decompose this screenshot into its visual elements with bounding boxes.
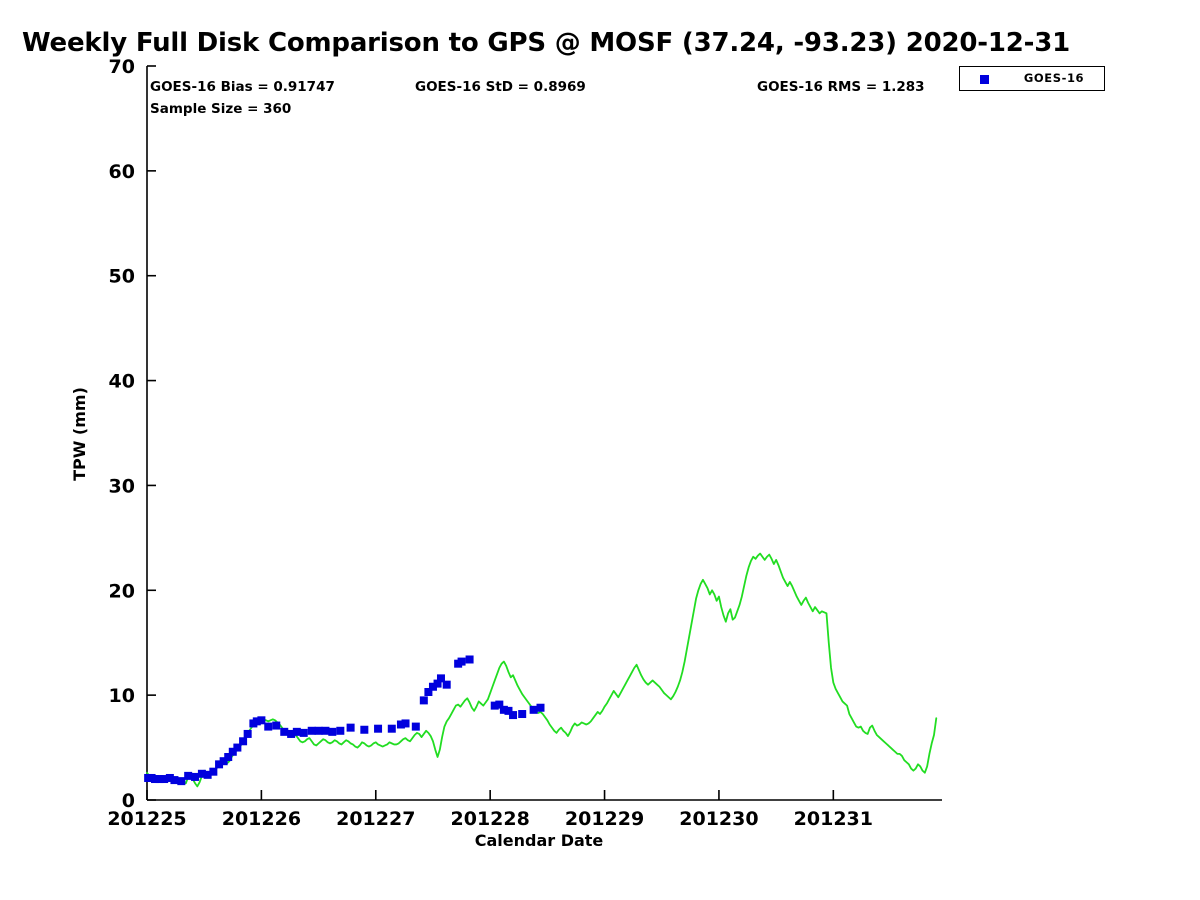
data-point-marker <box>504 706 513 715</box>
data-point-marker <box>433 679 442 688</box>
data-point-marker <box>155 775 164 784</box>
gps-line-path <box>146 552 938 788</box>
legend: GOES-16 <box>959 66 1105 91</box>
data-point-marker <box>499 705 508 714</box>
x-tick-label: 201228 <box>451 808 530 830</box>
data-point-marker <box>336 726 345 735</box>
data-point-marker <box>252 717 261 726</box>
data-point-marker <box>424 688 433 696</box>
data-point-marker <box>184 771 193 780</box>
data-point-marker <box>411 722 420 731</box>
data-point-marker <box>321 726 330 735</box>
legend-label-goes16: GOES-16 <box>1023 71 1085 85</box>
x-tick-label: 201231 <box>794 808 873 830</box>
stat-sample-size: Sample Size = 360 <box>150 101 292 117</box>
data-point-marker <box>307 726 316 735</box>
y-axis-title: TPW (mm) <box>70 387 89 481</box>
data-point-marker <box>495 700 504 709</box>
y-tick-label: 40 <box>109 371 135 393</box>
page-title: Weekly Full Disk Comparison to GPS @ MOS… <box>22 28 1071 58</box>
data-point-marker <box>228 747 237 756</box>
data-point-marker <box>490 701 499 710</box>
data-point-marker <box>243 729 252 738</box>
y-tick-label: 70 <box>109 56 135 78</box>
data-point-marker <box>518 710 527 719</box>
legend-marker-goes16-icon <box>980 75 989 84</box>
data-point-marker <box>215 760 224 769</box>
data-point-marker <box>509 711 518 720</box>
data-point-marker <box>160 775 169 784</box>
x-axis: 201225 201226 201227 201228 201229 201230 2012… <box>107 790 942 830</box>
data-point-marker <box>224 753 233 762</box>
data-point-marker <box>203 770 212 779</box>
y-tick-label: 50 <box>109 266 135 288</box>
data-point-marker <box>272 721 281 730</box>
y-tick-label: 60 <box>109 161 135 183</box>
data-point-marker <box>177 777 186 786</box>
data-point-marker <box>428 682 437 691</box>
data-point-marker <box>170 776 179 785</box>
data-point-marker <box>165 773 174 782</box>
data-point-marker <box>442 680 451 689</box>
y-tick-label: 30 <box>109 475 135 497</box>
data-point-marker <box>233 743 242 752</box>
x-axis-title: Calendar Date <box>475 831 604 850</box>
data-point-marker <box>264 722 273 731</box>
data-point-marker <box>536 703 545 712</box>
data-point-marker <box>209 767 218 776</box>
data-point-marker <box>239 737 248 746</box>
y-tick-label: 20 <box>109 580 135 602</box>
stat-std: GOES-16 StD = 0.8969 <box>415 79 586 95</box>
stat-bias: GOES-16 Bias = 0.91747 <box>150 79 335 95</box>
data-point-marker <box>287 729 296 738</box>
x-tick-label: 201229 <box>565 808 644 830</box>
x-tick-label: 201230 <box>679 808 758 830</box>
x-tick-label: 201226 <box>222 808 301 830</box>
y-tick-label: 10 <box>109 685 135 707</box>
data-point-marker <box>151 775 160 784</box>
data-point-marker <box>191 772 200 781</box>
data-point-marker <box>292 727 301 736</box>
data-point-marker <box>374 724 383 733</box>
data-point-marker <box>529 705 538 714</box>
x-tick-label: 201225 <box>107 808 186 830</box>
data-point-marker <box>396 720 405 729</box>
y-axis: 0 10 20 30 40 50 60 70 <box>109 56 156 812</box>
data-point-marker <box>314 726 323 735</box>
data-point-marker <box>346 723 355 732</box>
stat-rms: GOES-16 RMS = 1.283 <box>757 79 925 95</box>
data-point-marker <box>457 657 466 666</box>
data-point-marker <box>465 655 474 664</box>
y-tick-label: 0 <box>122 790 135 812</box>
gps-line-series <box>146 552 938 788</box>
x-tick-label: 201227 <box>336 808 415 830</box>
data-point-marker <box>328 727 337 736</box>
data-point-marker <box>419 696 428 705</box>
data-point-marker <box>299 728 308 737</box>
data-point-marker <box>280 727 289 736</box>
goes16-scatter-series <box>144 655 545 786</box>
data-point-marker <box>219 757 228 766</box>
data-point-marker <box>257 716 266 725</box>
data-point-marker <box>387 724 396 733</box>
data-point-marker <box>436 674 445 683</box>
data-point-marker <box>360 725 369 734</box>
data-point-marker <box>401 719 410 728</box>
data-point-marker <box>197 769 206 778</box>
